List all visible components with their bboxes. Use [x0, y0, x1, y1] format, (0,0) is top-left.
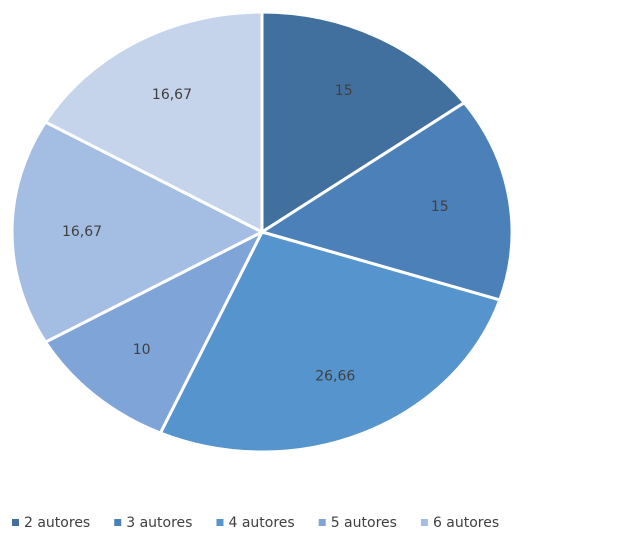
legend-swatch [318, 519, 326, 526]
data-label: 26,66 [315, 369, 355, 385]
legend-swatch [420, 519, 428, 526]
data-label: 15 [431, 199, 449, 215]
pie-slice [43, 228, 266, 435]
pie-slice [258, 100, 514, 302]
data-label: 15 [335, 83, 353, 99]
pie-slice [260, 10, 467, 235]
legend-label: 3 autores [126, 515, 192, 531]
pie-slice [10, 120, 266, 345]
data-label: 16,67 [62, 224, 102, 240]
legend-label: 4 autores [228, 515, 294, 531]
legend-label: 2 autores [24, 515, 90, 531]
legend-swatch [12, 519, 19, 526]
legend-label: 6 autores [433, 515, 499, 531]
legend-swatch [216, 519, 224, 526]
legend-swatch [114, 519, 122, 526]
data-label: 16,67 [152, 87, 192, 103]
legend-label: 5 autores [331, 515, 397, 531]
pie-slice [43, 10, 264, 235]
pie-slice [158, 230, 502, 454]
data-label: 10 [133, 342, 151, 358]
